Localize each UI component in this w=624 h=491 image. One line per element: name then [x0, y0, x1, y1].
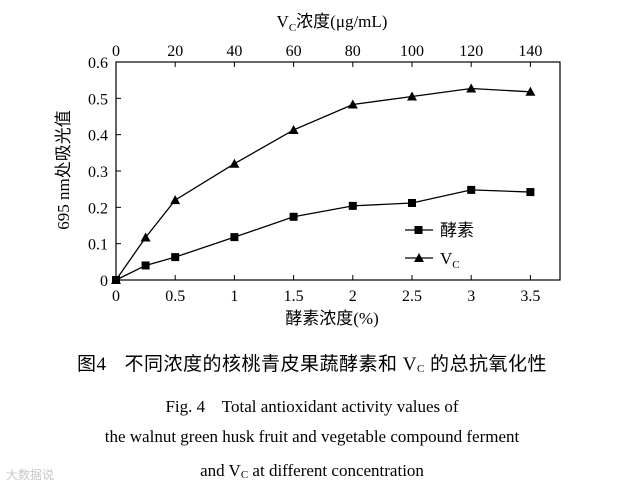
- legend-label-2-main: V: [440, 249, 453, 268]
- data-point: [141, 261, 150, 270]
- x-top-tick-label: 20: [167, 43, 183, 60]
- legend: 酵素 VC: [405, 221, 474, 271]
- x-bottom-tick-label: 3.5: [520, 288, 540, 305]
- x-bottom-tick-label: 0: [112, 288, 120, 305]
- y-tick-label: 0.2: [88, 200, 108, 217]
- series-layer: [111, 83, 536, 284]
- x-bottom-tick-label: 1.5: [284, 288, 304, 305]
- series-line: [115, 87, 531, 281]
- x-top-tick-label: 60: [286, 43, 302, 60]
- x-top-label-main: V: [277, 12, 290, 31]
- legend-marker-triangle: [414, 253, 424, 262]
- data-point: [408, 198, 416, 207]
- data-point: [348, 201, 357, 210]
- caption-english-line-3: and VC at different concentration: [0, 461, 624, 481]
- chart: 0 0.5 1 1.5 2 2.5 3 3.5 0 20 40 60 80 100 120 140 0 0.1…: [54, 12, 561, 328]
- series-2: [111, 83, 536, 284]
- data-point: [466, 83, 477, 93]
- y-axis-label: 695 nm处吸光值: [54, 110, 73, 229]
- caption-en3-sub: C: [240, 469, 249, 481]
- x-top-tick-label: 100: [400, 43, 424, 60]
- legend-marker-square: [414, 226, 423, 234]
- x-bottom-tick-label: 2.5: [402, 288, 422, 305]
- watermark: 大数据说: [6, 468, 55, 482]
- data-point: [289, 212, 298, 221]
- data-point: [526, 188, 535, 197]
- y-tick-label: 0.4: [88, 128, 108, 145]
- x-bottom-tick-label: 0.5: [165, 288, 185, 305]
- y-tick-label: 0.1: [88, 237, 108, 254]
- caption-en3-after: at different concentration: [248, 461, 424, 480]
- data-point: [347, 99, 358, 109]
- legend-label-2-sub: C: [452, 259, 459, 271]
- x-top-axis: 0 20 40 60 80 100 120 140: [112, 43, 542, 67]
- y-tick-label: 0: [100, 273, 108, 290]
- y-tick-label: 0.3: [88, 164, 108, 181]
- caption-english-line-1: Fig. 4 Total antioxidant activity values…: [165, 397, 459, 416]
- data-point: [467, 185, 476, 194]
- caption-cn-text-after: 的总抗氧化性: [424, 354, 548, 375]
- x-bottom-tick-label: 3: [467, 288, 475, 305]
- data-point: [171, 253, 180, 262]
- x-top-tick-label: 40: [226, 43, 242, 60]
- x-bottom-axis-label: 酵素浓度(%): [285, 309, 378, 328]
- data-point: [140, 232, 151, 242]
- legend-label-1: 酵素: [440, 221, 474, 240]
- x-top-tick-label: 80: [345, 43, 361, 60]
- legend-label-2: VC: [440, 249, 460, 271]
- data-point: [229, 158, 240, 168]
- x-top-axis-label: VC浓度(μg/mL): [277, 12, 388, 34]
- x-top-tick-label: 120: [459, 43, 483, 60]
- y-tick-label: 0.5: [88, 91, 108, 108]
- caption-cn-sub: C: [416, 363, 425, 375]
- caption-figure-number: 图4: [76, 354, 107, 375]
- x-top-label-sub: C: [289, 22, 296, 34]
- caption-chinese: 图4 不同浓度的核桃青皮果蔬酵素和 VC 的总抗氧化性: [0, 349, 624, 376]
- x-bottom-axis: 0 0.5 1 1.5 2 2.5 3 3.5: [112, 275, 540, 305]
- caption-en3-before: and V: [200, 461, 241, 480]
- plot-border: [115, 61, 561, 281]
- data-point: [525, 86, 536, 96]
- data-point: [230, 233, 239, 242]
- series-1: [112, 185, 535, 284]
- data-point: [170, 195, 181, 205]
- caption-english-line-2: the walnut green husk fruit and vegetabl…: [104, 427, 520, 446]
- y-tick-label: 0.6: [88, 55, 108, 72]
- x-bottom-tick-label: 2: [349, 288, 357, 305]
- data-point: [288, 124, 299, 134]
- caption-cn-text: 不同浓度的核桃青皮果蔬酵素和 V: [124, 354, 417, 375]
- x-top-tick-label: 140: [518, 43, 542, 60]
- x-top-label-rest: 浓度(μg/mL): [296, 12, 387, 31]
- data-point: [111, 275, 121, 284]
- plot-frame: [115, 61, 561, 281]
- y-axis: 0 0.1 0.2 0.3 0.4 0.5 0.6: [88, 55, 121, 290]
- x-top-tick-label: 0: [112, 43, 120, 60]
- data-point: [407, 91, 417, 101]
- x-bottom-tick-label: 1: [230, 288, 238, 305]
